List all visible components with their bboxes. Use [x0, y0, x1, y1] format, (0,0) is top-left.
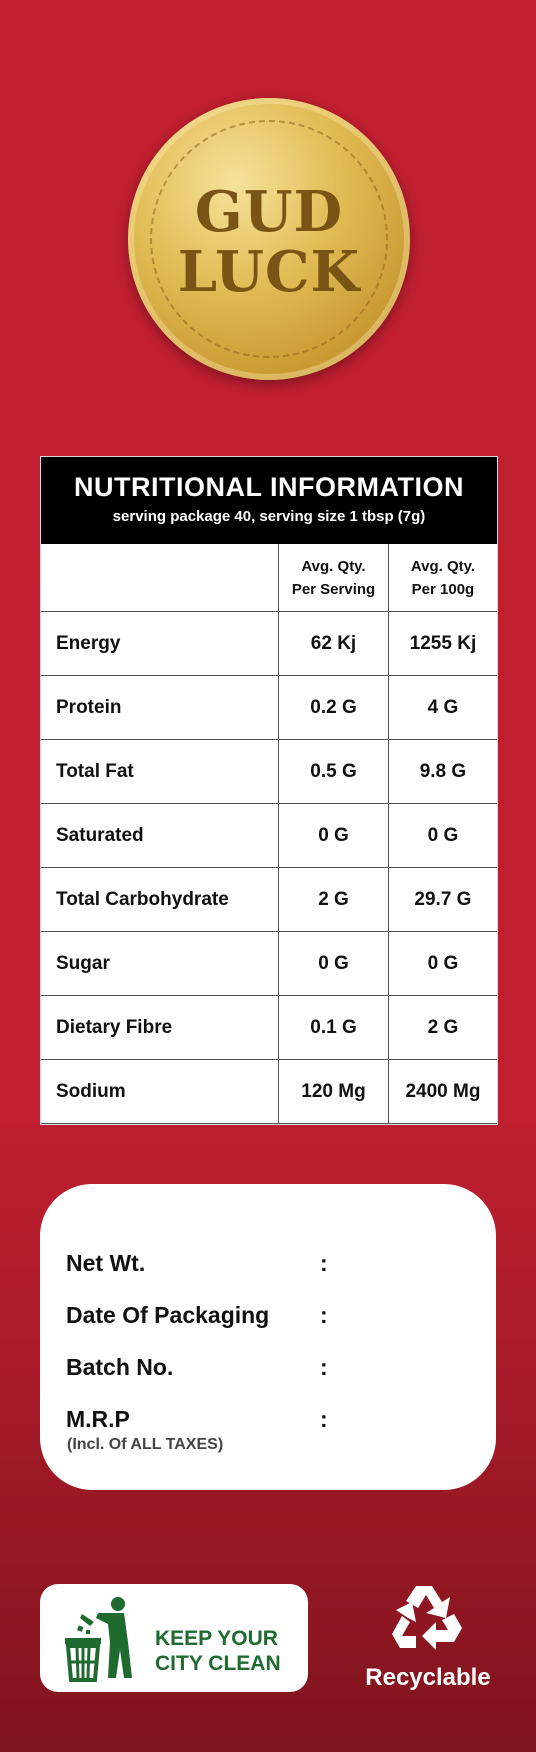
recycle-icon — [392, 1586, 462, 1650]
recyclable-label: Recyclable — [365, 1664, 491, 1691]
nutrient-per-100g: 9.8 G — [387, 739, 497, 804]
nutrient-per-serving: 0.1 G — [278, 995, 389, 1060]
person-trash-bin-icon — [65, 1597, 132, 1682]
nutrition-table: Avg. Qty. Per Serving Avg. Qty. Per 100g… — [41, 544, 497, 1124]
nutrition-title: NUTRITIONAL INFORMATION — [74, 472, 464, 502]
brand-name-line2: LUCK — [177, 239, 361, 305]
table-header-row: Avg. Qty. Per Serving Avg. Qty. Per 100g — [41, 544, 497, 612]
nutrient-per-serving: 62 Kj — [278, 611, 389, 676]
header-per-serving-line1: Avg. Qty. — [301, 557, 366, 575]
keep-city-clean-badge: KEEP YOUR CITY CLEAN — [40, 1584, 308, 1692]
product-info-card: Net Wt. : Date Of Packaging : Batch No. … — [40, 1184, 496, 1490]
nutrient-per-100g: 2400 Mg — [387, 1059, 497, 1124]
nutrient-name: Saturated — [41, 803, 280, 868]
nutrition-header: NUTRITIONAL INFORMATION serving package … — [41, 457, 497, 544]
header-empty-cell — [41, 544, 280, 612]
brand-seal-logo: GUD LUCK — [128, 98, 410, 380]
nutrient-name: Sugar — [41, 931, 280, 996]
header-per-100g-line2: Per 100g — [411, 580, 475, 598]
table-row: Total Fat 0.5 G 9.8 G — [41, 739, 497, 804]
header-per-100g: Avg. Qty. Per 100g — [387, 544, 497, 612]
brand-name-line1: GUD — [194, 179, 344, 245]
net-weight-label: Net Wt. — [66, 1250, 146, 1276]
table-row: Total Carbohydrate 2 G 29.7 G — [41, 867, 497, 932]
table-row: Sugar 0 G 0 G — [41, 931, 497, 996]
mrp-tax-note: (Incl. Of ALL TAXES) — [67, 1436, 224, 1453]
nutrient-per-100g: 0 G — [387, 931, 497, 996]
table-row: Dietary Fibre 0.1 G 2 G — [41, 995, 497, 1060]
nutrient-name: Protein — [41, 675, 280, 740]
nutrient-per-100g: 0 G — [387, 803, 497, 868]
nutrient-name: Energy — [41, 611, 280, 676]
nutrient-per-serving: 2 G — [278, 867, 389, 932]
table-row: Protein 0.2 G 4 G — [41, 675, 497, 740]
table-row: Sodium 120 Mg 2400 Mg — [41, 1059, 497, 1124]
net-weight-colon: : — [320, 1250, 328, 1276]
nutrient-per-100g: 1255 Kj — [387, 611, 497, 676]
nutrient-per-100g: 4 G — [387, 675, 497, 740]
nutrition-panel: NUTRITIONAL INFORMATION serving package … — [40, 456, 498, 1125]
mrp-colon: : — [320, 1406, 328, 1432]
batch-number-label: Batch No. — [66, 1354, 174, 1380]
nutrient-per-100g: 29.7 G — [387, 867, 497, 932]
nutrient-per-serving: 0.2 G — [278, 675, 389, 740]
mrp-label: M.R.P — [66, 1406, 130, 1432]
header-per-serving: Avg. Qty. Per Serving — [278, 544, 389, 612]
date-of-packaging-colon: : — [320, 1302, 328, 1328]
keep-your-line: KEEP YOUR — [155, 1627, 278, 1650]
table-row: Energy 62 Kj 1255 Kj — [41, 611, 497, 676]
nutrient-name: Dietary Fibre — [41, 995, 280, 1060]
city-clean-line: CITY CLEAN — [155, 1652, 281, 1675]
nutrient-per-serving: 0 G — [278, 931, 389, 996]
table-row: Saturated 0 G 0 G — [41, 803, 497, 868]
keep-city-clean-text: KEEP YOUR CITY CLEAN — [155, 1626, 281, 1676]
nutrient-per-100g: 2 G — [387, 995, 497, 1060]
header-per-serving-line2: Per Serving — [291, 580, 376, 598]
batch-number-colon: : — [320, 1354, 328, 1380]
header-per-100g-line1: Avg. Qty. — [410, 557, 476, 575]
date-of-packaging-label: Date Of Packaging — [66, 1302, 270, 1328]
nutrient-per-serving: 0.5 G — [278, 739, 389, 804]
nutrient-name: Sodium — [41, 1059, 280, 1124]
nutrient-name: Total Fat — [41, 739, 280, 804]
nutrient-name: Total Carbohydrate — [41, 867, 280, 932]
nutrient-per-serving: 120 Mg — [278, 1059, 389, 1124]
seal-dashed-ring — [150, 120, 388, 358]
nutrient-per-serving: 0 G — [278, 803, 389, 868]
nutrition-subtitle: serving package 40, serving size 1 tbsp … — [112, 508, 426, 525]
